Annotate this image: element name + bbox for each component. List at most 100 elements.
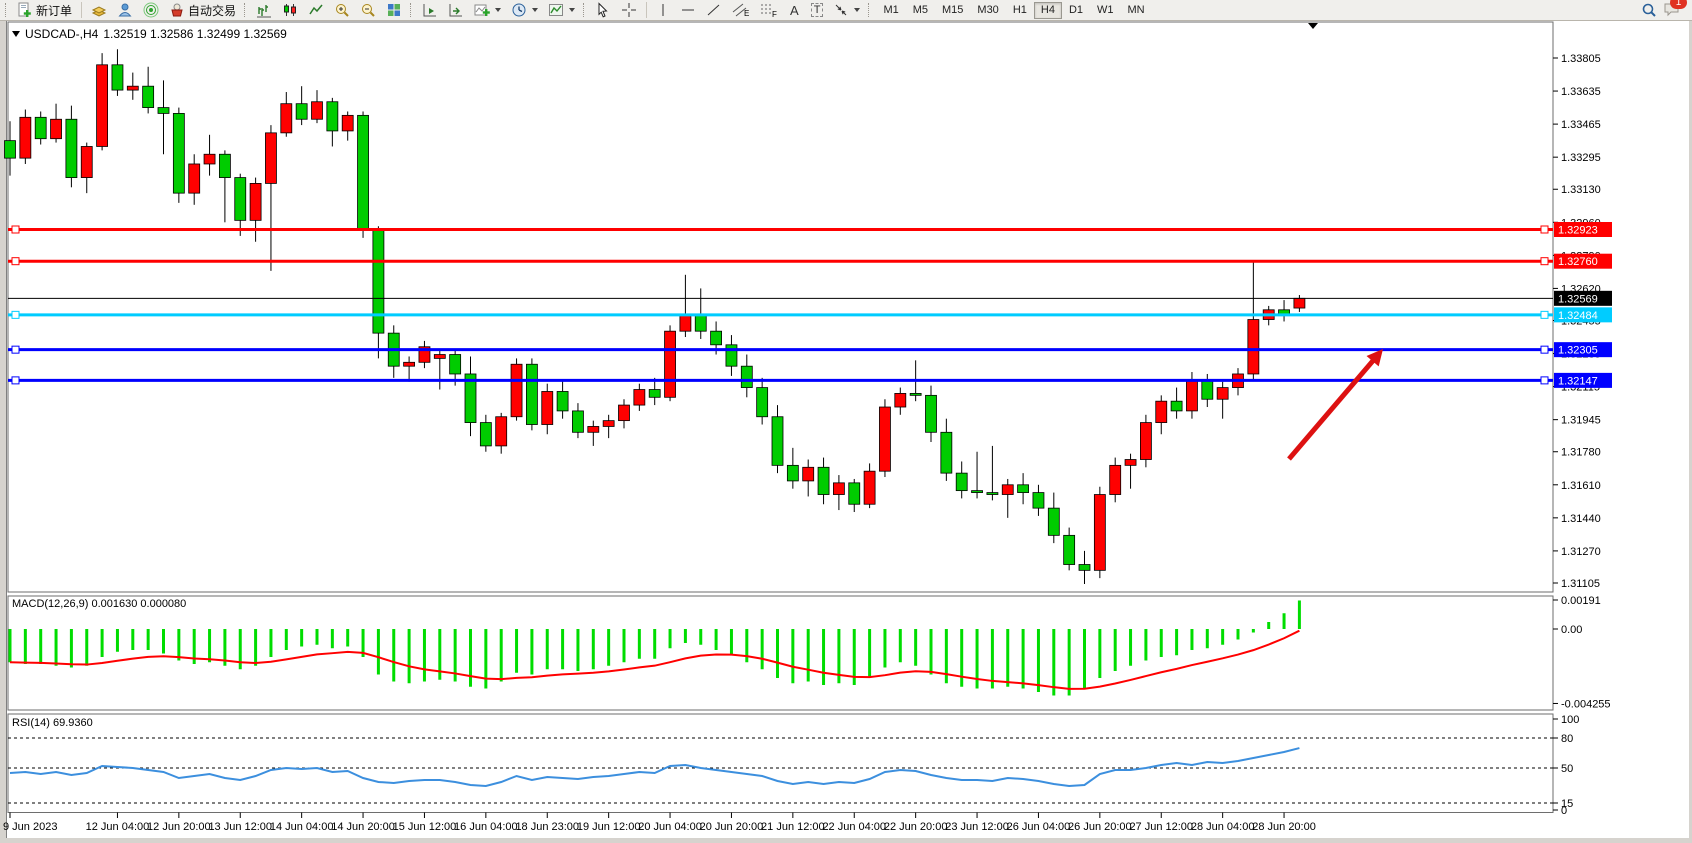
auto-scroll-icon [423,4,437,17]
text-tool-button[interactable]: A [784,1,805,19]
templates-button[interactable] [544,1,579,19]
toolbar-grip[interactable] [868,3,872,17]
new-order-button[interactable]: 新订单 [13,1,76,19]
toolbar-grip[interactable] [5,3,9,17]
community-button[interactable] [113,1,137,19]
svg-text:18 Jun 23:00: 18 Jun 23:00 [515,821,579,833]
svg-text:1.33805: 1.33805 [1561,53,1601,65]
svg-text:26 Jun 20:00: 26 Jun 20:00 [1068,821,1132,833]
chart-shift-button[interactable] [444,1,468,19]
line-handle [1540,257,1549,266]
chart-panes [7,21,1554,813]
svg-text:15: 15 [1561,798,1573,810]
svg-text:1.31780: 1.31780 [1561,447,1601,459]
tile-windows-button[interactable] [382,1,406,19]
timeframe-h1-button[interactable]: H1 [1012,4,1027,16]
svg-text:1.33130: 1.33130 [1561,184,1601,196]
svg-text:19 Jun 12:00: 19 Jun 12:00 [577,821,641,833]
svg-text:9 Jun 2023: 9 Jun 2023 [3,821,57,833]
svg-text:1.31945: 1.31945 [1561,415,1601,427]
separator [646,2,648,18]
svg-text:80: 80 [1561,733,1573,745]
auto-trading-button[interactable]: 自动交易 [165,1,240,19]
svg-text:0.00191: 0.00191 [1561,595,1601,607]
horizontal-line-icon [682,9,695,11]
svg-text:21 Jun 12:00: 21 Jun 12:00 [761,821,825,833]
vertical-line-tool-button[interactable] [652,1,674,19]
line-handle [11,345,20,354]
indicators-button[interactable] [470,1,505,19]
timeframe-d1-button[interactable]: D1 [1068,4,1083,16]
macd-pane: 0.00191 0.00 -0.004255 [8,595,1611,710]
notifications-button[interactable]: 1 [1663,0,1687,20]
svg-text:1.32760: 1.32760 [1558,256,1598,268]
indicators-add-icon [474,4,490,16]
clock-icon [512,3,526,17]
search-icon[interactable] [1641,2,1657,18]
signals-button[interactable] [139,1,163,19]
cursor-tool-button[interactable] [591,1,615,19]
price-badges: 1.32923 1.32760 1.32484 1.32305 1.32147 1.325… [1554,221,1612,388]
rsi-line [9,747,1300,788]
gold-book-icon [91,6,107,17]
svg-text:F: F [772,10,777,18]
timeframe-w1-button[interactable]: W1 [1097,4,1114,16]
svg-text:20 Jun 20:00: 20 Jun 20:00 [700,821,764,833]
candles-layer [4,49,1306,584]
zoom-out-icon [362,4,375,17]
chart-ohlc-values: 1.32519 1.32586 1.32499 1.32569 [103,27,287,41]
dropdown-caret-icon [569,8,576,12]
equidistant-channel-tool-button[interactable]: E [728,1,754,19]
market-watch-button[interactable] [87,1,111,19]
svg-text:22 Jun 04:00: 22 Jun 04:00 [822,821,886,833]
line-chart-mode-button[interactable] [304,1,328,19]
toolbar-grip[interactable] [244,3,248,17]
arrows-tool-button[interactable] [829,1,864,19]
new-order-icon [18,2,31,17]
timeframe-m1-button[interactable]: M1 [883,4,899,16]
periods-button[interactable] [507,1,542,19]
line-handle [1540,310,1549,319]
line-handle [11,225,20,234]
trendline-tool-button[interactable] [702,1,726,19]
timeframe-mn-button[interactable]: MN [1127,4,1145,16]
annotation-arrow[interactable] [1287,349,1383,461]
bar-chart-mode-button[interactable] [252,1,276,19]
chart-shift-marker-icon [1308,23,1318,29]
auto-trading-icon [171,3,183,17]
svg-text:27 Jun 12:00: 27 Jun 12:00 [1129,821,1193,833]
chart-header[interactable]: USDCAD-,H4 1.32519 1.32586 1.32499 1.325… [12,27,287,41]
dropdown-caret-icon [495,8,502,12]
svg-text:16 Jun 04:00: 16 Jun 04:00 [454,821,518,833]
timeframe-m5-button[interactable]: M5 [912,4,928,16]
timeframe-m30-button[interactable]: M30 [977,4,999,16]
text-label-tool-icon: T [810,3,824,17]
toolbar-grip[interactable] [410,3,414,17]
svg-text:1.31270: 1.31270 [1561,546,1601,558]
timeframe-m15-button[interactable]: M15 [942,4,964,16]
template-icon [549,4,564,16]
fibonacci-tool-button[interactable]: F [756,1,782,19]
svg-text:1.31440: 1.31440 [1561,513,1601,525]
horizontal-line-tool-button[interactable] [676,1,700,19]
toolbar-grip[interactable] [583,3,587,17]
timeframe-h4-button[interactable]: H4 [1033,1,1062,19]
crosshair-tool-button[interactable] [617,1,641,19]
signals-icon [143,2,159,18]
candlestick-mode-button[interactable] [278,1,302,19]
hlines-layer[interactable] [8,225,1553,385]
bar-chart-icon [257,5,272,18]
tile-windows-icon [388,4,401,16]
crosshair-icon [622,3,637,17]
line-handle [1540,376,1549,385]
svg-text:0: 0 [1561,805,1567,817]
auto-scroll-button[interactable] [418,1,442,19]
zoom-out-button[interactable] [356,1,380,19]
svg-text:15 Jun 12:00: 15 Jun 12:00 [393,821,457,833]
rsi-indicator-label: RSI(14) 69.9360 [12,717,93,729]
text-label-tool-button[interactable]: T [807,1,828,19]
zoom-in-button[interactable] [330,1,354,19]
